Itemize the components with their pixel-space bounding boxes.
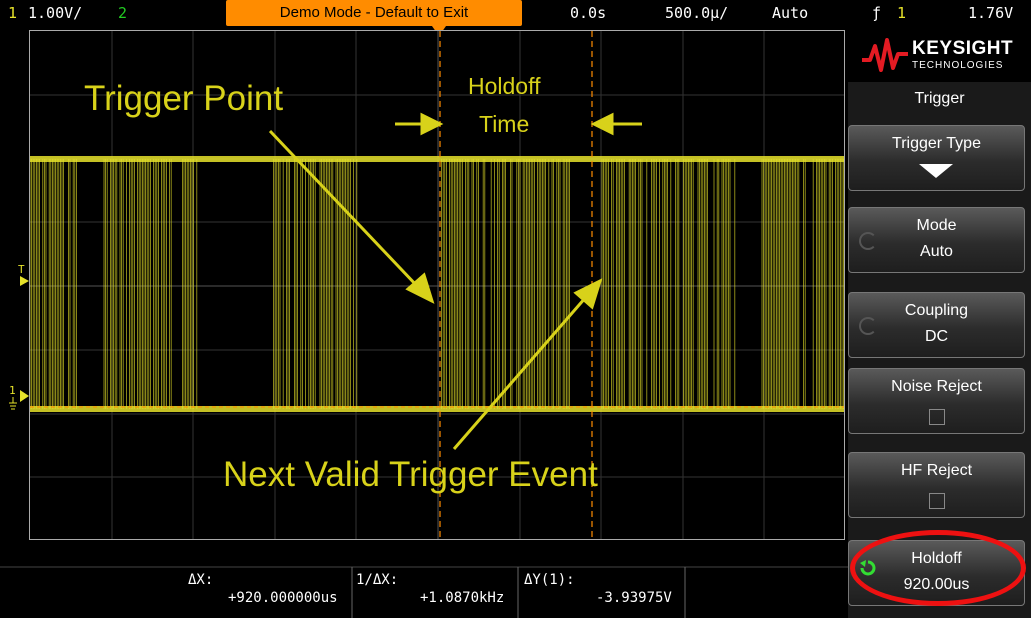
- softkey-mode[interactable]: Mode Auto: [848, 207, 1025, 273]
- down-arrow-icon: [919, 164, 953, 178]
- softkey-label: Coupling: [904, 302, 969, 319]
- waveform-burst: [273, 159, 358, 409]
- cursor-measurements: ΔX: +920.000000us 1/ΔX: +1.0870kHz ΔY(1)…: [0, 543, 848, 618]
- next-valid-arrow: [452, 296, 588, 450]
- inverse-delta-x-label: 1/ΔX:: [356, 572, 399, 588]
- delta-x-label: ΔX:: [188, 572, 214, 588]
- noise-reject-checkbox[interactable]: [929, 409, 945, 425]
- trigger-level-arrow-icon: [20, 276, 29, 286]
- trigger-point-label: Trigger Point: [84, 79, 284, 118]
- softkey-coupling[interactable]: Coupling DC: [848, 292, 1025, 358]
- keysight-wave-logo-icon: [862, 38, 908, 72]
- trigger-slope-icon[interactable]: ƒ: [872, 4, 882, 22]
- holdoff-label-line2: Time: [479, 111, 530, 137]
- keysight-logo: KEYSIGHT TECHNOLOGIES: [848, 30, 1031, 82]
- trigger-level-marker[interactable]: T: [18, 263, 25, 276]
- trigger-point-arrowhead-icon: [405, 272, 435, 304]
- softkey-label: Mode: [916, 217, 957, 234]
- horizontal-delay[interactable]: 0.0s: [570, 4, 607, 22]
- trigger-mode[interactable]: Auto: [772, 4, 809, 22]
- waveform-low-rail: [30, 406, 844, 412]
- trigger-level[interactable]: 1.76V: [968, 4, 1014, 22]
- softkey-value: Auto: [920, 243, 953, 260]
- channel1-scale[interactable]: 1.00V/: [28, 4, 83, 22]
- softkey-noise-reject[interactable]: Noise Reject: [848, 368, 1025, 434]
- waveform-display[interactable]: Trigger Point Holdoff Time Next Valid Tr…: [29, 30, 845, 540]
- softkey-value: DC: [924, 328, 949, 345]
- entry-knob-icon: [859, 317, 877, 335]
- brand-subtitle: TECHNOLOGIES: [912, 60, 1004, 71]
- delta-x-value: +920.000000us: [228, 590, 338, 606]
- waveform-burst: [601, 159, 736, 409]
- channel1-number[interactable]: 1: [8, 4, 18, 22]
- softkey-panel: KEYSIGHT TECHNOLOGIES Trigger Trigger Ty…: [848, 30, 1031, 618]
- holdoff-highlight-circle: [850, 530, 1026, 606]
- channel1-ground-marker[interactable]: 1: [9, 384, 16, 397]
- waveform-burst: [761, 159, 844, 409]
- trigger-source[interactable]: 1: [897, 4, 907, 22]
- delta-y-value: -3.93975V: [596, 590, 672, 606]
- delta-y-label: ΔY(1):: [524, 572, 575, 588]
- timebase-scale[interactable]: 500.0µ/: [665, 4, 729, 22]
- demo-mode-banner[interactable]: Demo Mode - Default to Exit: [226, 0, 522, 26]
- softkey-hf-reject[interactable]: HF Reject: [848, 452, 1025, 518]
- ground-icon: [9, 390, 29, 410]
- waveform-burst: [30, 159, 77, 409]
- waveform-graticule: [30, 31, 844, 539]
- trigger-point-arrow: [268, 129, 420, 289]
- next-valid-trigger-label: Next Valid Trigger Event: [223, 455, 598, 494]
- entry-knob-icon: [859, 232, 877, 250]
- waveform-burst: [103, 159, 198, 409]
- measurement-dividers: [0, 566, 848, 618]
- waveform-high-rail: [30, 156, 844, 162]
- inverse-delta-x-value: +1.0870kHz: [420, 590, 505, 606]
- next-valid-arrowhead-icon: [573, 278, 603, 310]
- softkey-label: HF Reject: [900, 462, 973, 479]
- softkey-label: Noise Reject: [891, 378, 982, 395]
- holdoff-label-line1: Holdoff: [468, 73, 541, 99]
- hf-reject-checkbox[interactable]: [929, 493, 945, 509]
- channel2-number[interactable]: 2: [118, 4, 128, 22]
- holdoff-right-arrowhead-icon: [590, 112, 614, 136]
- waveform-burst: [441, 159, 570, 409]
- softkey-trigger-type[interactable]: Trigger Type: [848, 125, 1025, 191]
- holdoff-left-arrowhead-icon: [420, 112, 444, 136]
- menu-title: Trigger: [914, 90, 965, 107]
- softkey-label: Trigger Type: [892, 135, 981, 152]
- brand-name: KEYSIGHT: [912, 38, 1014, 59]
- channel1-waveform: [30, 156, 844, 412]
- status-bar: 1 1.00V/ 2 Demo Mode - Default to Exit 0…: [0, 0, 1031, 26]
